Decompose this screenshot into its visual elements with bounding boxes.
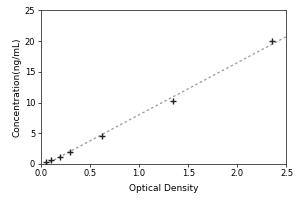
Y-axis label: Concentration(ng/mL): Concentration(ng/mL) bbox=[13, 37, 22, 137]
X-axis label: Optical Density: Optical Density bbox=[129, 184, 198, 193]
